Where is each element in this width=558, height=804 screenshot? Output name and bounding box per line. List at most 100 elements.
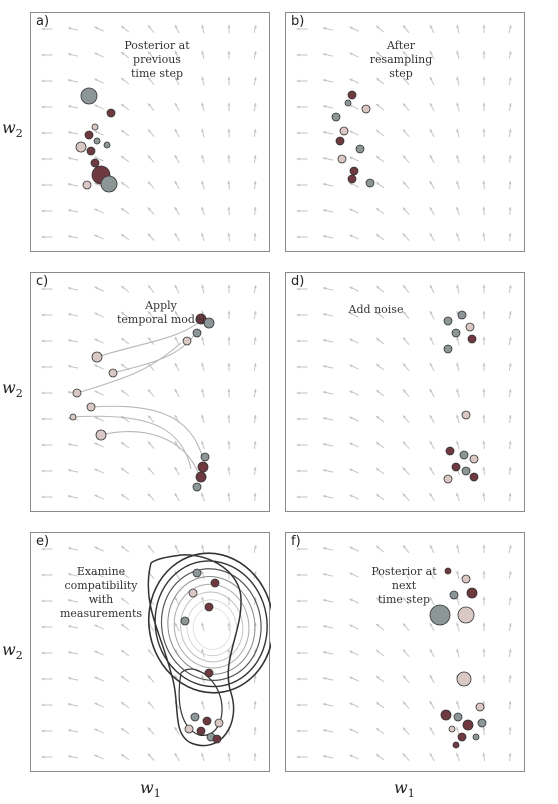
particles	[429, 567, 487, 749]
field-arrow	[402, 284, 410, 294]
field-arrow	[147, 77, 155, 85]
field-arrow	[201, 232, 205, 242]
field-arrow	[227, 752, 231, 762]
particle	[93, 137, 101, 145]
field-arrow	[174, 362, 180, 372]
y-axis-label-row3: w2	[2, 640, 23, 663]
field-arrow	[349, 546, 359, 552]
field-arrow	[227, 76, 231, 86]
field-arrow	[402, 77, 410, 85]
panel-f-field	[296, 544, 512, 762]
field-arrow	[375, 441, 385, 449]
field-arrow	[201, 388, 205, 398]
field-arrow	[174, 102, 180, 112]
field-arrow	[508, 76, 512, 86]
field-arrow	[253, 388, 257, 398]
particle	[335, 136, 345, 146]
field-arrow	[402, 389, 410, 397]
field-arrow	[322, 651, 334, 655]
particle	[180, 616, 190, 626]
field-arrow	[456, 492, 460, 502]
field-arrow	[429, 362, 435, 372]
field-arrow	[147, 701, 155, 709]
field-arrow	[227, 492, 231, 502]
field-arrow	[349, 416, 359, 422]
field-arrow	[429, 310, 435, 320]
field-arrow	[508, 492, 512, 502]
field-arrow	[482, 50, 486, 60]
field-arrow	[482, 414, 486, 424]
field-arrow	[349, 104, 359, 110]
field-arrow	[508, 570, 512, 580]
contour-line	[180, 591, 244, 663]
field-arrow	[296, 79, 308, 83]
field-arrow	[456, 206, 460, 216]
field-arrow	[322, 209, 334, 213]
panel-c: c) Apply temporal model	[30, 272, 270, 512]
field-arrow	[508, 674, 512, 684]
field-arrow	[322, 443, 334, 447]
field-arrow	[482, 440, 486, 450]
field-arrow	[174, 544, 180, 554]
field-arrow	[94, 754, 104, 760]
field-arrow	[41, 27, 53, 31]
particle	[192, 482, 202, 492]
field-arrow	[94, 390, 104, 396]
field-arrow	[67, 209, 79, 213]
panel-f: f) Posterior at next time step	[285, 532, 525, 772]
particle	[200, 452, 210, 462]
field-arrow	[147, 310, 155, 320]
field-arrow	[349, 390, 359, 396]
field-arrow	[147, 675, 155, 683]
panel-c-label: c)	[36, 274, 49, 289]
panel-b-label: b)	[291, 14, 305, 29]
particle	[192, 328, 202, 338]
field-arrow	[322, 703, 334, 707]
field-arrow	[253, 310, 257, 320]
field-arrow	[429, 700, 435, 710]
contour-line	[160, 568, 262, 681]
field-arrow	[174, 310, 180, 320]
field-arrow	[120, 649, 130, 657]
field-arrow	[41, 729, 53, 733]
field-arrow	[41, 105, 53, 109]
particle	[457, 606, 475, 624]
field-arrow	[201, 622, 205, 632]
field-arrow	[41, 599, 53, 603]
particle	[449, 590, 459, 600]
field-arrow	[201, 128, 205, 138]
particle	[443, 474, 453, 484]
field-arrow	[94, 416, 104, 422]
field-arrow	[508, 102, 512, 112]
field-arrow	[67, 703, 79, 707]
field-arrow	[456, 388, 460, 398]
field-arrow	[253, 700, 257, 710]
field-arrow	[296, 755, 308, 759]
field-arrow	[375, 77, 385, 85]
field-arrow	[429, 206, 435, 216]
field-arrow	[508, 596, 512, 606]
panel-d-field	[296, 284, 512, 502]
field-arrow	[482, 492, 486, 502]
particle	[91, 123, 99, 131]
panel-e-caption: Examine compatibility with measurements	[59, 565, 143, 620]
panel-c-field	[41, 284, 257, 502]
field-arrow	[456, 336, 460, 346]
panel-e-field	[41, 544, 271, 762]
field-arrow	[322, 391, 334, 395]
particle	[461, 410, 471, 420]
field-arrow	[147, 50, 155, 60]
field-arrow	[322, 287, 334, 291]
particle	[355, 144, 365, 154]
field-arrow	[349, 728, 359, 734]
panel-c-caption: Apply temporal model	[117, 299, 205, 326]
field-arrow	[227, 544, 231, 554]
vector-field	[296, 24, 512, 242]
field-arrow	[147, 337, 155, 345]
field-arrow	[227, 102, 231, 112]
field-arrow	[429, 50, 435, 60]
field-arrow	[322, 235, 334, 239]
field-arrow	[41, 235, 53, 239]
trajectory-curve	[76, 342, 182, 394]
particle	[100, 175, 118, 193]
